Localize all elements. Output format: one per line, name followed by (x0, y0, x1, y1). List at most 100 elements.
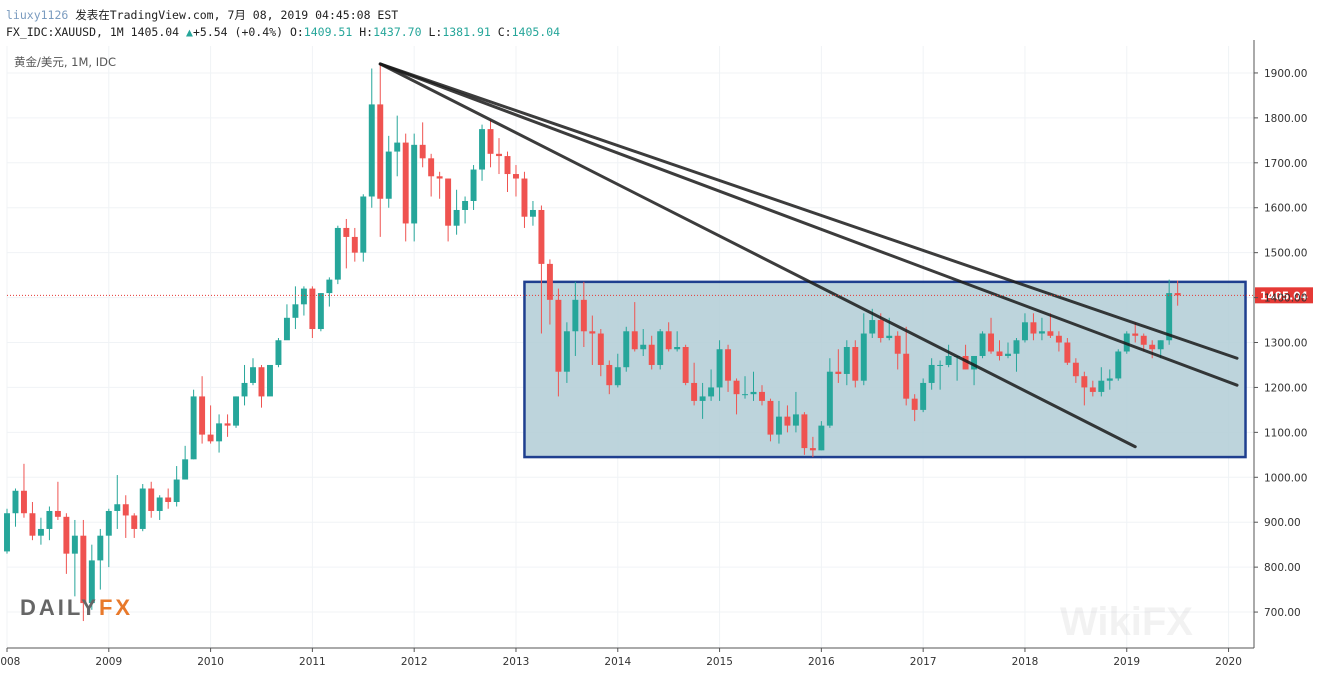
candle (589, 315, 596, 365)
candle (1064, 338, 1071, 365)
candle (1140, 333, 1147, 352)
candle (1081, 371, 1088, 406)
candle-body (903, 353, 910, 399)
candle (453, 189, 460, 235)
candle (988, 317, 994, 354)
candle (691, 362, 698, 406)
x-tick-label: 2017 (910, 656, 937, 668)
candle (351, 227, 358, 262)
candle (326, 277, 333, 307)
x-tick-label: 2020 (1215, 656, 1242, 668)
candle-body (445, 178, 452, 226)
candle-body (402, 142, 409, 224)
candle (623, 326, 630, 372)
candle-body (988, 333, 994, 352)
candle (377, 63, 384, 237)
candle-body (428, 158, 435, 177)
candle (97, 528, 104, 590)
candle-body (71, 535, 78, 554)
y-tick-label: 800.00 (1264, 562, 1301, 574)
high-value: 1437.70 (373, 25, 422, 39)
candle-body (742, 394, 748, 396)
candle-body (487, 129, 494, 154)
chart-title: 黄金/美元, 1M, IDC (14, 55, 116, 69)
candle-body (775, 416, 782, 435)
candle (122, 495, 129, 538)
candle-body (623, 331, 630, 368)
candle (716, 340, 723, 401)
candle-body (199, 396, 206, 435)
candle (1089, 380, 1096, 397)
candle (63, 513, 70, 574)
candle-body (479, 129, 486, 170)
candle (835, 349, 842, 383)
candle (759, 385, 765, 406)
symbol-label: FX_IDC:XAUUSD, 1M (6, 25, 124, 39)
candle-body (826, 371, 833, 426)
candle-body (139, 488, 146, 529)
candle-body (1115, 351, 1122, 379)
candle-body (470, 169, 477, 201)
candle-body (529, 209, 536, 217)
publish-line: liuxy1126 发表在TradingView.com, 7月 08, 201… (6, 7, 398, 23)
candle-body (351, 236, 358, 253)
candle-body (1064, 342, 1071, 363)
candle-body (631, 331, 638, 350)
candle-body (682, 347, 689, 383)
candle-body (792, 414, 799, 426)
x-tick-label: 2019 (1113, 656, 1140, 668)
candle (250, 358, 256, 386)
candle (801, 412, 808, 455)
candle (521, 171, 528, 228)
candle (283, 304, 290, 341)
candle (258, 364, 265, 408)
candle (572, 281, 579, 356)
candle (88, 544, 95, 610)
candle (233, 396, 240, 428)
candle-body (309, 288, 316, 330)
candle (555, 288, 562, 397)
trendline (378, 62, 1239, 360)
candle (411, 133, 418, 242)
candle (385, 135, 392, 208)
candle (360, 194, 367, 262)
candle (1038, 317, 1045, 341)
candle-body (97, 535, 104, 561)
candle-body (1089, 387, 1096, 392)
last-price: 1405.04 (130, 25, 180, 39)
candle-body (1132, 333, 1139, 336)
candle (937, 360, 944, 390)
candle (1115, 349, 1122, 381)
candle-body (182, 459, 189, 480)
candle-body (343, 227, 350, 237)
candle (767, 398, 774, 442)
x-tick-label: 2014 (604, 656, 631, 668)
candle-body (648, 344, 655, 365)
candle (657, 329, 664, 370)
x-tick-label: 2015 (706, 656, 733, 668)
candle-body (911, 398, 918, 410)
candle-body (190, 396, 197, 460)
candle-body (233, 396, 240, 426)
candle-body (843, 347, 850, 374)
candle-body (12, 490, 19, 514)
candle-body (674, 347, 681, 350)
candle (275, 338, 282, 368)
candle-body (563, 331, 570, 372)
candle (928, 358, 935, 390)
candle (742, 376, 748, 399)
candle-body (37, 528, 44, 536)
candle (546, 259, 553, 325)
candle (80, 519, 87, 622)
candle-body (1072, 362, 1079, 377)
candle-body (580, 299, 587, 332)
user-name[interactable]: liuxy1126 (6, 8, 69, 22)
candle-body (394, 142, 401, 152)
candle (343, 218, 350, 269)
candle-body (88, 560, 95, 604)
y-tick-label: 1300.00 (1264, 338, 1307, 350)
candle-body (377, 104, 384, 199)
candle-body (1149, 344, 1156, 350)
candle-body (1140, 335, 1147, 345)
